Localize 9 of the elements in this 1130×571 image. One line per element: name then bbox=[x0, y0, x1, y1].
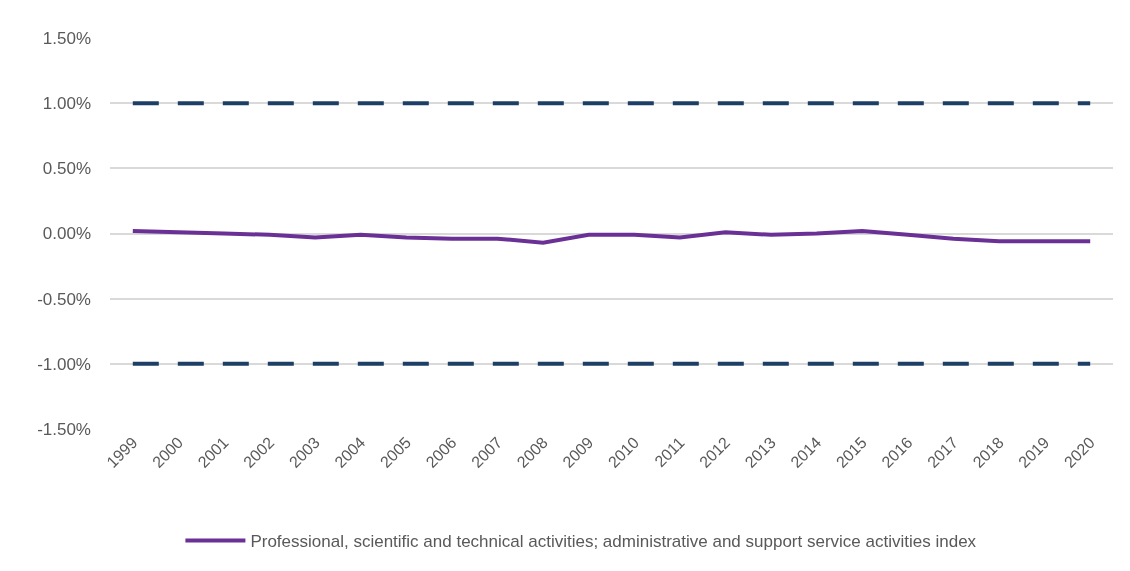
y-tick-label: 1.50% bbox=[42, 28, 91, 48]
y-tick-label: -1.00% bbox=[37, 354, 91, 374]
y-tick-label: 0.50% bbox=[42, 159, 91, 179]
y-tick-label: 1.00% bbox=[42, 94, 91, 114]
line-series bbox=[130, 228, 1093, 245]
y-tick-label: -0.50% bbox=[37, 289, 91, 309]
y-tick-label: -1.50% bbox=[37, 419, 91, 439]
y-tick-label: 0.00% bbox=[42, 224, 91, 244]
legend-label: Professional, scientific and technical activities; administrative and support service activities index bbox=[250, 532, 977, 552]
